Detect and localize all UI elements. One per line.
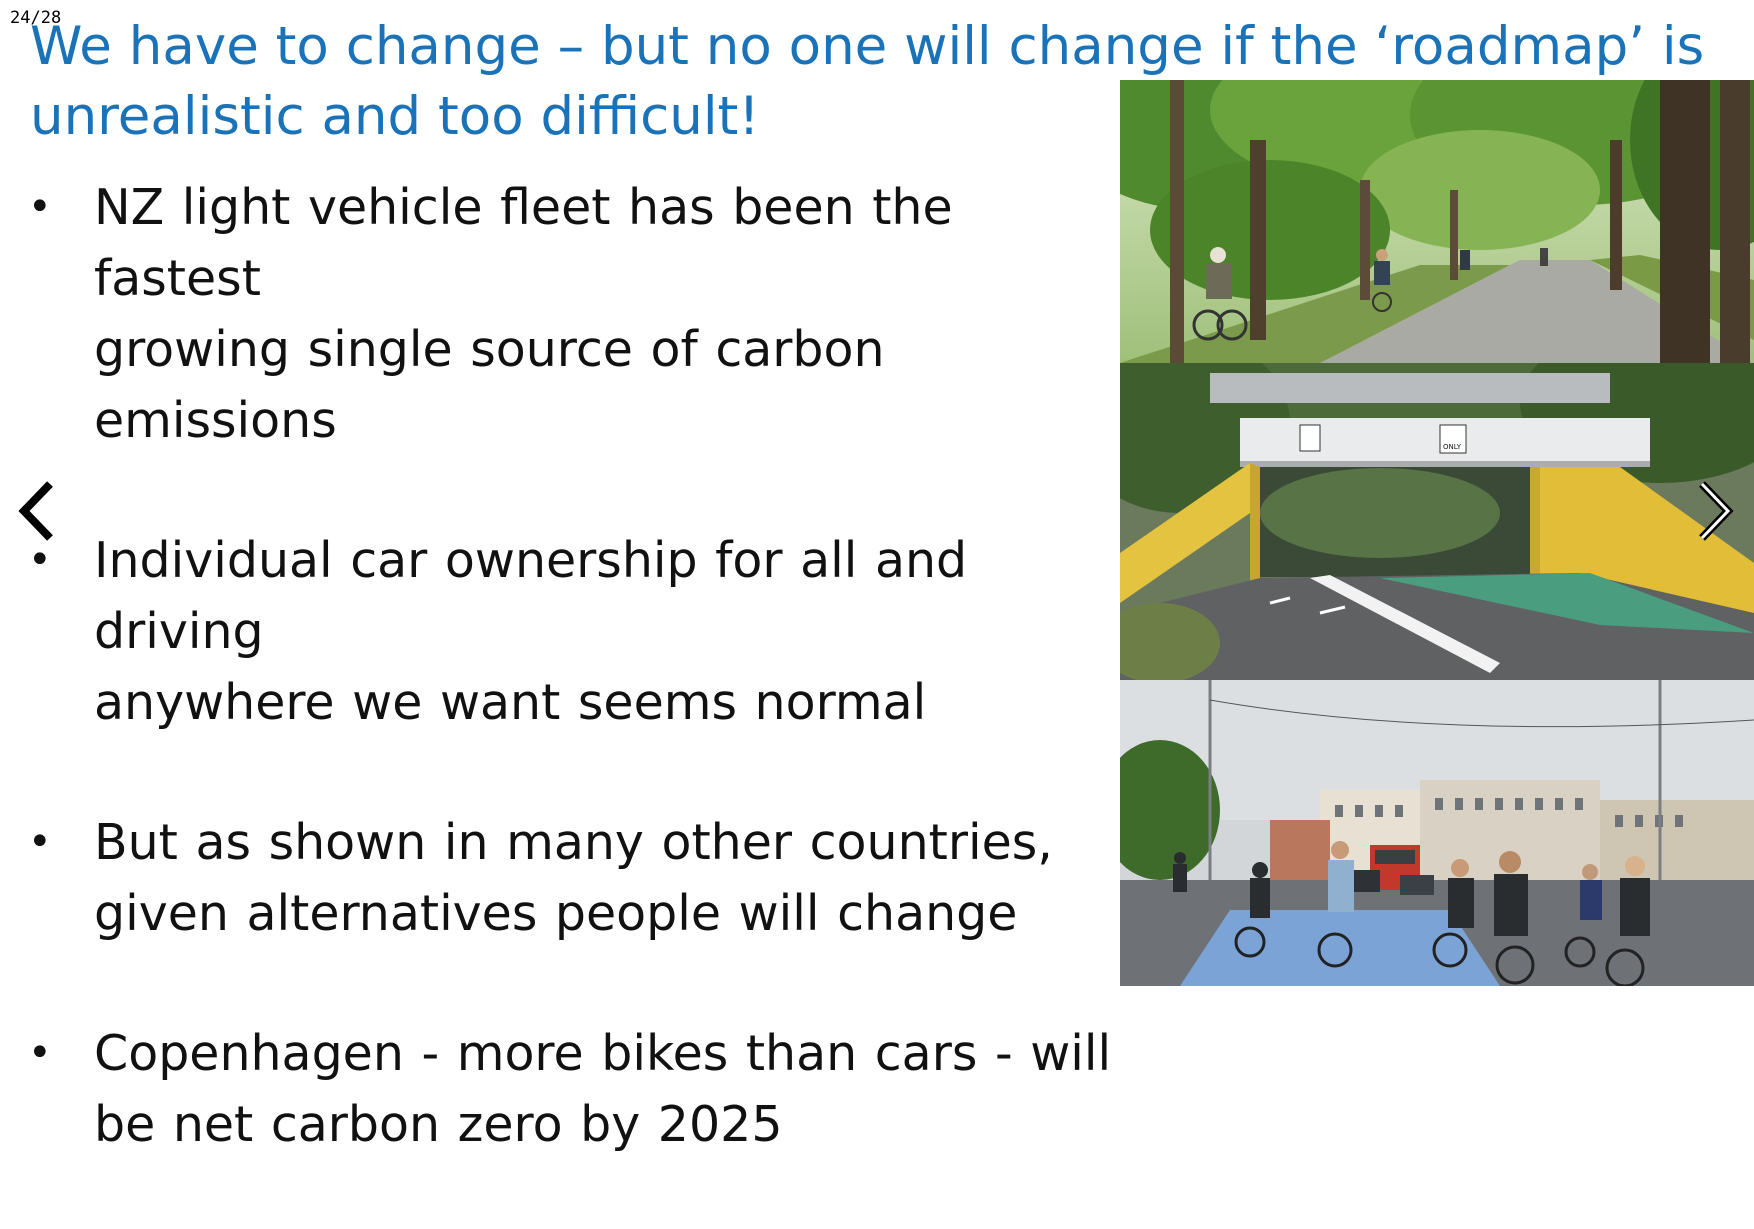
copenhagen-cyclists-street-photo (1120, 680, 1754, 986)
tree-lined-bike-path-photo (1120, 80, 1754, 363)
chevron-right-icon (1699, 481, 1734, 541)
bullet-list: • NZ light vehicle fleet has been the fa… (28, 172, 1128, 1229)
cycle-underpass-photo: ONLY (1120, 363, 1754, 680)
bullet-item: • But as shown in many other countries, … (28, 807, 1128, 949)
bullet-item: • NZ light vehicle fleet has been the fa… (28, 172, 1128, 456)
slide: 24/28 We have to change – but no one wil… (10, 8, 1754, 1153)
bullet-line: be net carbon zero by 2025 (94, 1096, 783, 1153)
bullet-line: But as shown in many other countries, (94, 814, 1053, 871)
bullet-marker: • (28, 537, 52, 583)
bullet-item: • Individual car ownership for all and d… (28, 525, 1128, 738)
slide-counter: 24/28 (10, 8, 62, 28)
bullet-line: growing single source of carbon emission… (94, 321, 885, 449)
bullet-line: given alternatives people will change (94, 885, 1018, 942)
sign-only-label: ONLY (1443, 443, 1462, 451)
photo-strip: ONLY (1120, 80, 1754, 986)
previous-slide-button[interactable] (10, 476, 60, 546)
bullet-item: • Copenhagen - more bikes than cars - wi… (28, 1018, 1128, 1160)
bullet-marker: • (28, 1030, 52, 1076)
chevron-left-icon (18, 481, 53, 541)
bullet-marker: • (28, 819, 52, 865)
bullet-marker: • (28, 184, 52, 230)
next-slide-button[interactable] (1690, 476, 1740, 546)
bullet-line: anywhere we want seems normal (94, 674, 927, 731)
bullet-line: Copenhagen - more bikes than cars - will (94, 1025, 1112, 1082)
slide-title: We have to change – but no one will chan… (30, 16, 1705, 147)
bullet-line: NZ light vehicle fleet has been the fast… (94, 179, 953, 307)
bullet-line: Individual car ownership for all and dri… (94, 532, 968, 660)
